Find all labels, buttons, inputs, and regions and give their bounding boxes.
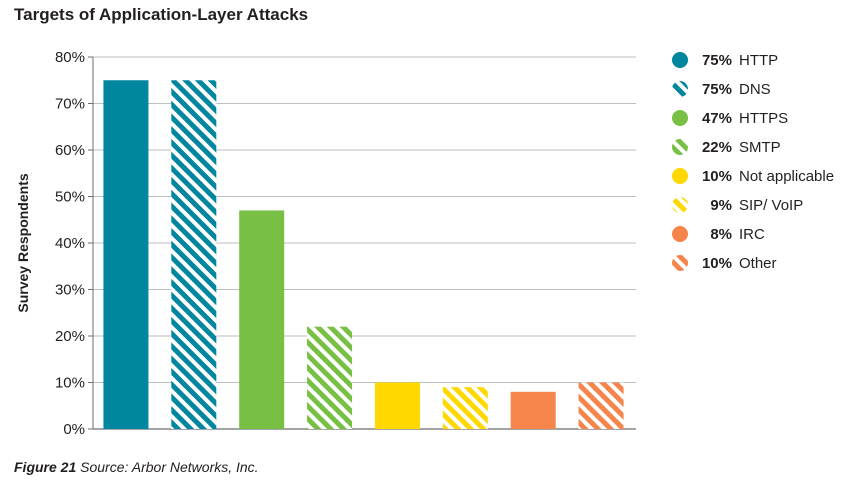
y-tick-label: 50% bbox=[55, 189, 85, 206]
figure-number: Figure 21 bbox=[14, 459, 77, 475]
y-tick-label: 20% bbox=[55, 328, 85, 345]
legend-swatch bbox=[672, 110, 688, 126]
bar-other bbox=[578, 382, 624, 429]
y-tick-label: 40% bbox=[55, 235, 85, 252]
legend-swatch bbox=[672, 81, 688, 97]
y-tick-label: 70% bbox=[55, 96, 85, 113]
legend-swatch bbox=[672, 139, 688, 155]
legend-swatch bbox=[672, 255, 688, 271]
y-tick-label: 0% bbox=[63, 421, 85, 438]
y-axis-title: Survey Respondents bbox=[15, 173, 31, 312]
legend-value: 75% bbox=[702, 52, 732, 69]
figure-source: Source: Arbor Networks, Inc. bbox=[80, 459, 259, 475]
y-axis: 0% 10% 20% 30% 40% 50% 60% 70% 80% Survey Respond… bbox=[15, 49, 94, 438]
legend-value: 9% bbox=[710, 197, 732, 214]
y-tick-label: 30% bbox=[55, 282, 85, 299]
legend-label: HTTPS bbox=[739, 110, 788, 127]
legend-value: 10% bbox=[702, 168, 732, 185]
y-tick-label: 60% bbox=[55, 142, 85, 159]
bar-irc bbox=[510, 391, 556, 429]
legend-value: 22% bbox=[702, 139, 732, 156]
legend-label: SIP/ VoIP bbox=[739, 197, 803, 214]
bar-smtp bbox=[307, 326, 353, 429]
legend-swatch bbox=[672, 197, 688, 213]
legend-label: DNS bbox=[739, 81, 771, 98]
legend-swatch bbox=[672, 226, 688, 242]
bar-dns bbox=[171, 80, 217, 429]
chart-title: Targets of Application-Layer Attacks bbox=[14, 5, 309, 24]
bar-https bbox=[239, 210, 285, 429]
bar-not-applicable bbox=[374, 382, 420, 429]
bar-sip-voip bbox=[442, 387, 488, 429]
legend-label: HTTP bbox=[739, 52, 778, 69]
y-tick-label: 80% bbox=[55, 49, 85, 66]
legend-value: 75% bbox=[702, 81, 732, 98]
bar-http bbox=[103, 80, 149, 429]
legend-label: SMTP bbox=[739, 139, 781, 156]
legend-label: IRC bbox=[739, 226, 765, 243]
legend-value: 47% bbox=[702, 110, 732, 127]
legend-value: 8% bbox=[710, 226, 732, 243]
legend-value: 10% bbox=[702, 255, 732, 272]
legend-label: Not applicable bbox=[739, 168, 834, 185]
legend: 75% HTTP 75% DNS 47% HTTPS 22% SMTP 10% Not appli… bbox=[672, 52, 834, 272]
legend-swatch bbox=[672, 52, 688, 68]
legend-swatch bbox=[672, 168, 688, 184]
figure-caption: Figure 21 Source: Arbor Networks, Inc. bbox=[14, 459, 259, 475]
y-tick-label: 10% bbox=[55, 375, 85, 392]
legend-label: Other bbox=[739, 255, 777, 272]
bars bbox=[103, 80, 624, 429]
